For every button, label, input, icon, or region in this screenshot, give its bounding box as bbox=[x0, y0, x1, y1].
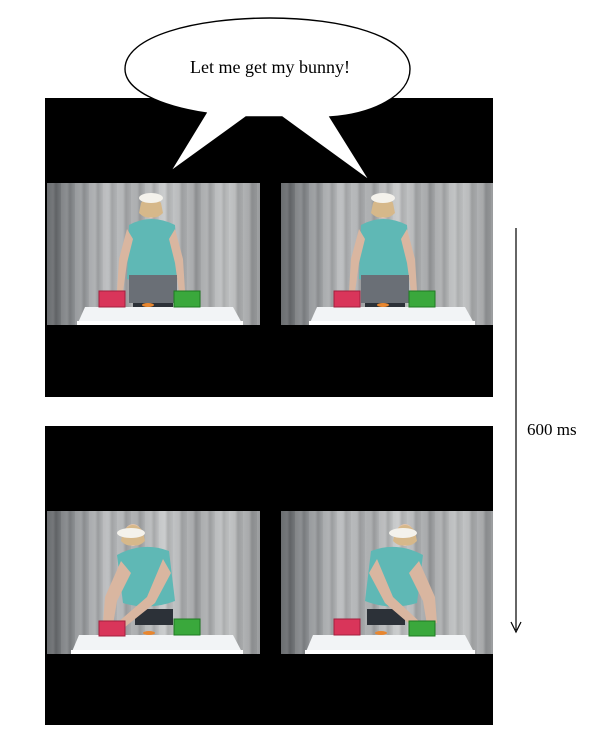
carrot bbox=[377, 303, 389, 307]
timeline-label: 600 ms bbox=[527, 420, 577, 439]
actor-reaching-green-box bbox=[365, 524, 437, 627]
red-box bbox=[98, 620, 126, 637]
scene-top-left bbox=[77, 193, 243, 325]
speech-bubble bbox=[124, 17, 411, 182]
green-box bbox=[408, 620, 436, 637]
carrot bbox=[375, 631, 387, 635]
video-panel-bottom-left bbox=[47, 511, 260, 654]
table bbox=[309, 307, 475, 325]
table bbox=[77, 307, 243, 325]
green-box bbox=[408, 290, 436, 308]
video-panel-top-right bbox=[281, 183, 493, 325]
speech-bubble-text: Let me get my bunny! bbox=[190, 57, 350, 77]
actor-standing bbox=[349, 193, 417, 313]
scene-top-right bbox=[309, 193, 475, 325]
video-panel-bottom-right bbox=[281, 511, 493, 654]
actor-reaching-red-box bbox=[103, 524, 175, 627]
red-box bbox=[333, 290, 361, 308]
green-box bbox=[173, 618, 201, 636]
carrot bbox=[142, 303, 154, 307]
carrot bbox=[143, 631, 155, 635]
scene-bottom-right bbox=[305, 524, 475, 654]
red-box bbox=[333, 618, 361, 636]
table bbox=[71, 635, 243, 654]
red-box bbox=[98, 290, 126, 308]
table bbox=[305, 635, 475, 654]
scene-bottom-left bbox=[71, 524, 243, 654]
green-box bbox=[173, 290, 201, 308]
video-panel-top-left bbox=[47, 183, 260, 325]
